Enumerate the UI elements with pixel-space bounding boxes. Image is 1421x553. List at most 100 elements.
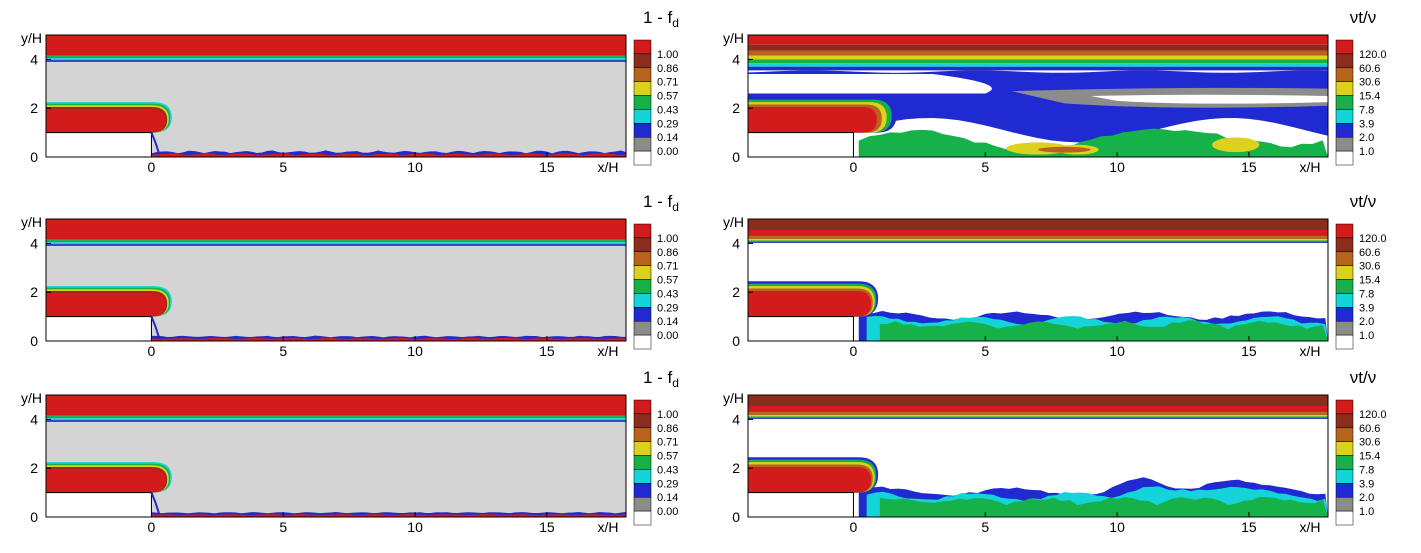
- colorbar-swatch: [633, 510, 652, 526]
- x-tick-label: 5: [279, 343, 287, 359]
- colorbar-tick-label: 0.14: [657, 316, 678, 328]
- colorbar-swatch: [633, 123, 652, 138]
- y-tick-label: 0: [732, 509, 740, 525]
- y-axis-label: y/H: [723, 390, 744, 406]
- colorbar-swatch: [1335, 95, 1354, 110]
- colorbar-tick-label: 1.00: [657, 409, 678, 421]
- x-axis-label: x/H: [1300, 519, 1321, 535]
- colorbar-tick-label: 0.57: [657, 275, 678, 287]
- colorbar-title: νt/ν: [1350, 192, 1376, 211]
- colorbar-tick-label: 0.57: [657, 91, 678, 103]
- colorbar-swatch: [633, 237, 652, 253]
- x-tick-label: 5: [279, 159, 287, 175]
- colorbar-tick-label: 0.14: [657, 492, 678, 504]
- turbulent-region-green: [879, 497, 1328, 517]
- colorbar-tick-label: 0.00: [657, 146, 678, 158]
- colorbar-swatch: [633, 320, 652, 336]
- colorbar-tick-label: 0.29: [657, 302, 678, 314]
- panel-nut-row1: 0 5 10 15 x/H 0 2 4 y/H 120.0 60.6 30.6 15.47.8 3.9 2.…: [723, 8, 1387, 175]
- colorbar-swatch: [1335, 413, 1354, 429]
- colorbar-swatch: [1335, 150, 1354, 166]
- colorbar-tick-label: 0.00: [657, 506, 678, 518]
- colorbar-tick-label: 1.00: [657, 49, 678, 61]
- colorbar-tick-label: 0.43: [657, 104, 678, 116]
- step-block: [748, 132, 854, 157]
- y-axis-label: y/H: [21, 214, 42, 230]
- colorbar-tick-label: 120.0: [1359, 233, 1387, 245]
- colorbar-swatch: [1335, 293, 1354, 308]
- colorbar-title-subscript: d: [672, 376, 679, 390]
- colorbar-title: 1 - fd: [643, 192, 679, 214]
- x-tick-label: 15: [539, 159, 555, 175]
- colorbar-tick-label: 30.6: [1359, 261, 1380, 273]
- top-wall-layer: [748, 240, 1328, 242]
- top-transition-green: [46, 55, 626, 59]
- top-wall-layer: [748, 50, 1328, 56]
- colorbar-swatch: [633, 455, 652, 470]
- y-tick-label: 0: [732, 149, 740, 165]
- colorbar-swatch: [1335, 427, 1354, 442]
- panel-fd-row3: 0 5 10 15 x/H 0 2 4 y/H 1.00 0.86 0.71 0.570.43 0.29 0…: [21, 368, 679, 535]
- colorbar-tick-label: 0.29: [657, 478, 678, 490]
- step-block: [46, 316, 152, 341]
- colorbar-swatch: [633, 469, 652, 484]
- colorbar-tick-label: 60.6: [1359, 423, 1380, 435]
- colorbar-tick-label: 7.8: [1359, 104, 1374, 116]
- plot-frame: [45, 34, 627, 158]
- colorbar-swatch: [633, 334, 652, 350]
- bottom-wall-region: [151, 337, 626, 341]
- colorbar-swatch: [1335, 469, 1354, 484]
- x-tick-label: 10: [407, 343, 423, 359]
- colorbar-swatch: [633, 307, 652, 322]
- colorbar-swatch: [633, 265, 652, 280]
- colorbar-tick-label: 3.9: [1359, 302, 1374, 314]
- colorbar-tick-label: 30.6: [1359, 77, 1380, 89]
- top-transition-blue: [46, 60, 626, 62]
- colorbar-swatch: [1335, 320, 1354, 336]
- colorbar-swatch: [633, 67, 652, 82]
- top-wall-layer: [748, 55, 1328, 60]
- plot-area: [748, 219, 1328, 341]
- step-block: [46, 492, 152, 517]
- colorbar-swatch: [1335, 123, 1354, 138]
- colorbar-tick-label: 120.0: [1359, 409, 1387, 421]
- colorbar-tick-label: 0.86: [657, 247, 678, 259]
- panel-fd-row2: 0 5 10 15 x/H 0 2 4 y/H 1.00 0.86 0.71 0.570.43 0.29 0…: [21, 192, 679, 359]
- colorbar-tick-label: 0.14: [657, 132, 678, 144]
- upper-white-zone: [748, 74, 992, 94]
- panel-fd-row1: 0 5 10 15 x/H 0 2 4 y/H 1.00 0.86 0.71 0.570.43 0.29 0…: [21, 8, 679, 175]
- x-axis-label: x/H: [1300, 343, 1321, 359]
- plot-area: [46, 219, 626, 341]
- top-transition-blue: [46, 420, 626, 422]
- colorbar-title: νt/ν: [1350, 8, 1376, 27]
- colorbar-swatch: [633, 251, 652, 266]
- colorbar-swatch: [1335, 510, 1354, 526]
- colorbar-swatch: [633, 279, 652, 294]
- colorbar-tick-label: 15.4: [1359, 451, 1380, 463]
- y-tick-label: 0: [30, 149, 38, 165]
- colorbar-swatch: [1335, 265, 1354, 280]
- colorbar-tick-label: 120.0: [1359, 49, 1387, 61]
- recirculation-yellow: [1212, 137, 1260, 153]
- colorbar-tick-label: 7.8: [1359, 464, 1374, 476]
- colorbar-tick-label: 0.29: [657, 118, 678, 130]
- top-wall-region: [46, 395, 626, 416]
- x-tick-label: 10: [1109, 519, 1125, 535]
- colorbar-swatch: [633, 427, 652, 442]
- colorbar-swatch: [1335, 237, 1354, 253]
- x-tick-label: 10: [1109, 343, 1125, 359]
- y-axis-label: y/H: [723, 30, 744, 46]
- colorbar-tick-label: 0.43: [657, 288, 678, 300]
- top-wall-layer: [748, 241, 1328, 243]
- top-wall-layer: [748, 229, 1328, 237]
- recirculation-brown: [1038, 146, 1091, 153]
- colorbar-swatch: [1335, 483, 1354, 498]
- colorbar-swatch: [633, 136, 652, 152]
- top-wall-layer: [748, 66, 1328, 71]
- plot-area: [748, 395, 1328, 517]
- colorbar-swatch: [1335, 441, 1354, 456]
- plot-frame: [747, 218, 1329, 342]
- colorbar-tick-label: 0.71: [657, 77, 678, 89]
- colorbar-tick-label: 0.00: [657, 330, 678, 342]
- colorbar-title: 1 - fd: [643, 368, 679, 390]
